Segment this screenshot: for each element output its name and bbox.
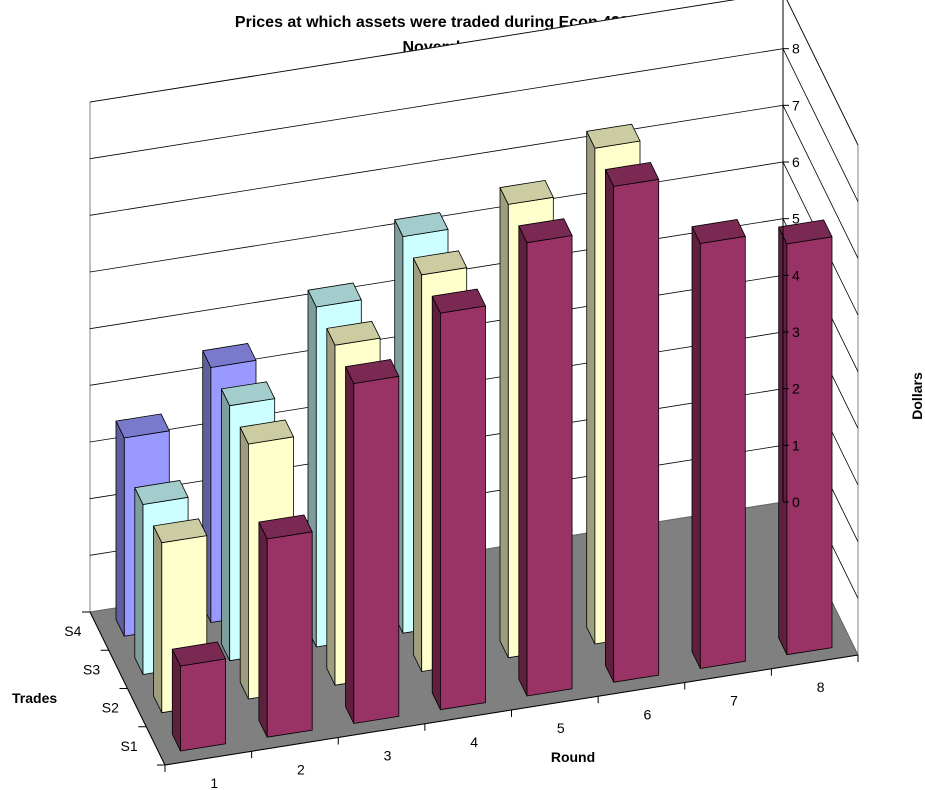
z-tick-label: S1 xyxy=(121,738,138,754)
bar-top xyxy=(152,518,208,544)
bar-side xyxy=(499,187,509,658)
bar xyxy=(171,641,227,752)
bar-top xyxy=(499,179,554,205)
x-tick-label: 5 xyxy=(557,720,565,736)
bar-top xyxy=(326,320,381,346)
bar xyxy=(518,218,573,697)
y-tick-label: 1 xyxy=(792,437,800,453)
y-tick-label: 3 xyxy=(792,324,800,340)
bar xyxy=(778,219,833,656)
bar-top xyxy=(220,381,276,407)
x-tick-label: 3 xyxy=(384,748,392,764)
bar-front xyxy=(526,235,573,697)
bar-top xyxy=(778,219,833,245)
y-tick-label: 5 xyxy=(792,211,800,227)
bar-front xyxy=(439,305,486,711)
bar-side xyxy=(605,169,615,683)
bar xyxy=(431,288,487,711)
bar-front xyxy=(353,375,400,724)
bar-top xyxy=(171,641,227,667)
x-tick-label: 8 xyxy=(817,679,825,695)
bar xyxy=(258,514,313,738)
bar-top xyxy=(344,359,400,384)
bar-top xyxy=(134,480,189,505)
bar-front xyxy=(266,531,313,738)
gridline xyxy=(89,0,859,146)
x-axis-title: Round xyxy=(551,749,595,765)
bar-top xyxy=(394,212,449,238)
bar-top xyxy=(202,343,257,368)
bar-top xyxy=(258,514,313,540)
bar-side xyxy=(258,521,268,738)
bar-side xyxy=(220,388,231,661)
y-tick-label: 8 xyxy=(792,41,800,57)
bar-top xyxy=(691,219,746,244)
bar-side xyxy=(412,257,423,672)
bar xyxy=(344,359,400,724)
x-tick-label: 2 xyxy=(297,761,305,777)
y-axis-title: Dollars xyxy=(909,372,925,420)
bar-top xyxy=(586,123,641,149)
bar-top xyxy=(307,282,362,308)
bar xyxy=(604,161,660,683)
bar-side xyxy=(326,328,336,686)
bar-top xyxy=(431,288,487,314)
bar-front xyxy=(613,178,660,683)
bar-top xyxy=(115,413,170,439)
bar-side xyxy=(518,225,528,697)
z-tick-label: S4 xyxy=(64,623,81,639)
bar-side xyxy=(586,131,596,645)
bar xyxy=(691,219,746,669)
bar-side xyxy=(431,296,441,710)
bar-side xyxy=(171,649,181,752)
y-tick-label: 2 xyxy=(792,381,800,397)
y-tick-label: 4 xyxy=(792,267,800,283)
x-tick-label: 7 xyxy=(730,693,738,709)
bar-top xyxy=(239,419,295,445)
bar-front xyxy=(699,235,746,669)
z-axis-title: Trades xyxy=(12,690,57,706)
bar-side xyxy=(239,427,249,700)
y-tick-label: 6 xyxy=(792,154,800,170)
bar-top xyxy=(412,250,468,276)
x-tick-label: 1 xyxy=(210,775,218,790)
bar-side xyxy=(691,226,701,669)
x-tick-label: 6 xyxy=(644,706,652,722)
bar-side xyxy=(153,525,163,713)
axes-group: 012345678912345678S1S2S3S4 xyxy=(64,0,859,790)
y-tick-label: 7 xyxy=(792,97,800,113)
bar-top xyxy=(604,161,660,187)
bar-side xyxy=(134,487,144,675)
x-tick-label: 4 xyxy=(470,734,478,750)
bar-side xyxy=(115,420,125,637)
bar-front xyxy=(180,658,227,752)
z-tick-label: S2 xyxy=(102,700,119,716)
bars-group xyxy=(115,123,833,752)
y-tick-label: 0 xyxy=(792,494,800,510)
bar-side xyxy=(345,366,355,724)
z-tick-label: S3 xyxy=(83,661,100,677)
bar-top xyxy=(518,218,573,244)
